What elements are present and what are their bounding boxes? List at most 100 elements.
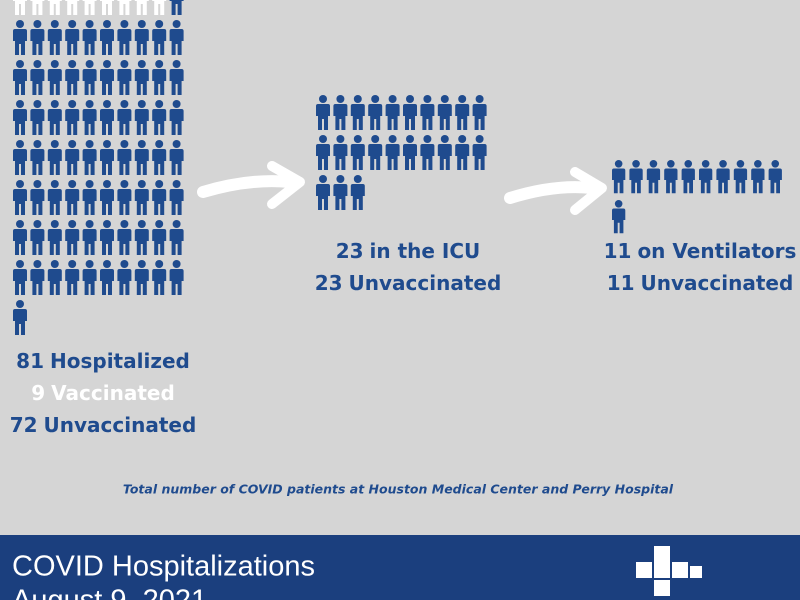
icon-body [47,229,62,255]
icon-head [120,140,129,148]
person-icon [30,180,45,215]
icon-body [134,29,149,55]
person-icon [134,100,149,135]
person-icon [65,260,80,295]
person-icon [100,140,114,175]
person-icon [169,100,184,135]
person-icon [472,135,487,170]
icon-head [120,60,129,68]
icon-body [751,168,765,194]
person-icon [30,260,45,295]
icon-body [472,144,487,170]
person-icon [47,180,62,215]
icon-head [68,180,77,188]
person-icon [82,20,97,55]
caption-number: 9 [31,381,45,405]
icon-body [134,69,149,95]
person-icon [169,60,184,95]
icon-head [16,20,24,28]
icon-head [103,220,111,228]
icon-head [85,180,94,188]
icon-body [646,168,661,194]
arrow [504,181,598,204]
person-icon [152,0,167,15]
icon-body [13,309,27,335]
person-icon [333,95,348,130]
icon-body [65,69,80,95]
person-icon [13,0,27,15]
icon-body [47,0,62,15]
person-icon [664,160,678,194]
icon-head [137,140,146,148]
person-icon [117,100,132,135]
banner-date: August 9, 2021 [12,585,207,600]
person-icon [403,135,417,170]
icon-body [385,144,400,170]
icon-body [612,168,626,194]
icon-body [316,104,330,130]
icon-body [629,168,643,194]
icon-body [455,144,470,170]
caption-label: Unvaccinated [349,271,502,295]
icon-body [437,104,452,130]
person-icon [368,135,383,170]
person-icon [350,175,365,210]
icon-body [169,0,184,15]
icon-head [336,175,345,183]
icon-head [85,140,94,148]
caption-line: 23 in the ICU [336,239,481,263]
person-icon [117,20,132,55]
icon-head [16,60,24,68]
icon-body [47,269,62,295]
icon-body [152,109,167,135]
person-icon [368,95,383,130]
person-icon [612,160,626,194]
icon-head [103,140,111,148]
icon-head [137,220,146,228]
person-icon [152,20,167,55]
person-icon [47,260,62,295]
icon-body [117,29,132,55]
icon-body [169,229,184,255]
icon-head [406,95,414,103]
person-icon [100,0,114,15]
caption-line: 11 Unvaccinated [607,271,794,295]
icon-body [13,109,27,135]
icon-body [117,269,132,295]
person-icon [47,140,62,175]
icon-head [771,160,780,168]
person-icon [13,140,27,175]
icon-body [65,149,80,175]
icon-head [33,140,42,148]
person-icon [472,95,487,130]
icon-body [169,269,184,295]
icon-head [85,60,94,68]
footnote: Total number of COVID patients at Housto… [123,482,674,497]
person-icon [13,180,27,215]
person-icon [681,160,695,194]
caption-number: 11 [604,239,632,263]
icon-head [50,60,59,68]
icon-head [155,60,164,68]
person-icon [699,160,713,194]
icon-body [82,189,97,215]
caption-line: 9 Vaccinated [31,381,175,405]
icon-body [134,269,149,295]
icon-head [155,140,164,148]
person-icon [316,135,330,170]
person-icon [612,200,626,234]
person-icon [30,100,45,135]
caption-label: Unvaccinated [641,271,794,295]
person-icon [350,95,365,130]
icon-head [85,220,94,228]
person-icon [134,60,149,95]
caption-label: on Ventilators [637,239,796,263]
icon-body [333,184,348,210]
icon-head [16,260,24,268]
icon-body [47,69,62,95]
icon-head [172,220,181,228]
icon-head [353,175,362,183]
icon-body [152,69,167,95]
icon-body [13,0,27,15]
